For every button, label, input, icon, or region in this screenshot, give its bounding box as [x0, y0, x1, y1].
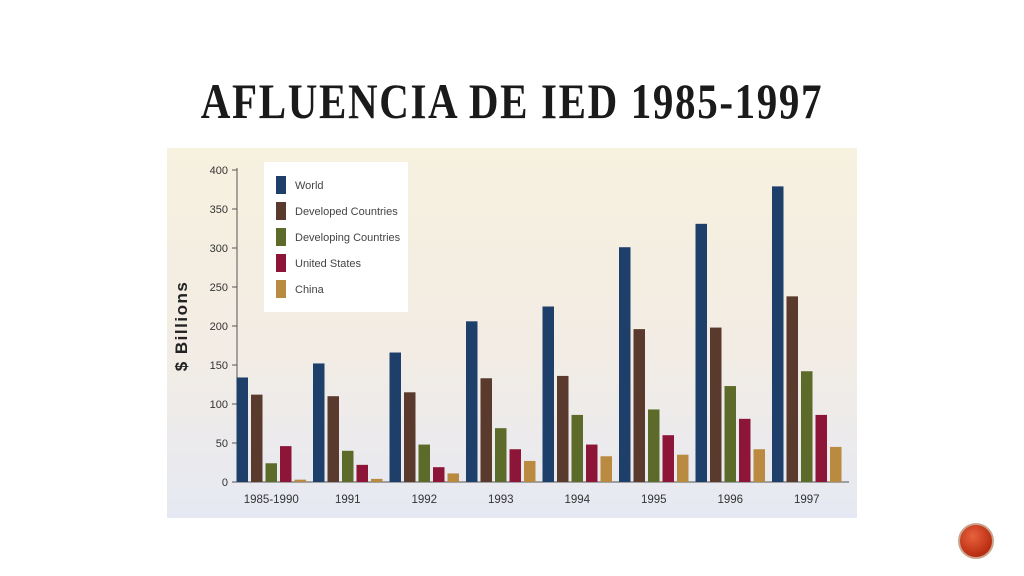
x-tick-label: 1991: [335, 494, 361, 506]
bar-developed-countries-1994: [557, 375, 569, 482]
bar-china-1996: [753, 449, 765, 482]
legend-entry-label: World: [295, 180, 324, 192]
bar-developed-countries-1991: [327, 396, 339, 482]
bar-world-1991: [313, 363, 325, 482]
bars: [236, 186, 842, 482]
legend-swatch: [276, 280, 286, 298]
x-tick-label: 1997: [794, 494, 820, 506]
bar-world-1985-1990: [236, 377, 248, 482]
bar-china-1994: [600, 456, 612, 482]
bar-world-1997: [772, 186, 784, 482]
x-tick-label: 1985-1990: [244, 494, 299, 506]
bar-china-1997: [830, 446, 842, 482]
y-tick-label: 0: [222, 477, 228, 489]
bar-china-1985-1990: [294, 479, 306, 482]
chart-canvas: 0 50 100 150 200 250 300 350 400 $ Billions 1985-1…: [172, 162, 849, 506]
bar-united-states-1994: [586, 444, 598, 482]
y-tick-label: 200: [210, 321, 228, 333]
bar-world-1994: [542, 306, 554, 482]
bar-developing-countries-1993: [495, 428, 507, 482]
bar-world-1995: [619, 247, 631, 482]
x-tick-label: 1992: [411, 494, 437, 506]
bar-united-states-1993: [509, 449, 521, 482]
bar-developing-countries-1991: [342, 450, 354, 482]
bar-united-states-1991: [356, 464, 368, 482]
bar-world-1992: [389, 352, 401, 482]
bar-developing-countries-1985-1990: [265, 463, 277, 482]
bar-developing-countries-1996: [724, 386, 736, 482]
legend-box: [264, 162, 408, 312]
bar-developing-countries-1997: [801, 371, 813, 482]
bar-world-1996: [695, 223, 707, 482]
legend-swatch: [276, 202, 286, 220]
x-tick-label: 1993: [488, 494, 514, 506]
legend-entry-label: China: [295, 284, 325, 296]
legend: World Developed Countries Developing Count…: [264, 162, 408, 312]
legend-entry-label: United States: [295, 258, 362, 270]
y-tick-label: 350: [210, 204, 228, 216]
y-axis-label: $ Billions: [172, 281, 191, 372]
bar-developing-countries-1992: [418, 444, 430, 482]
bar-united-states-1995: [662, 435, 674, 482]
y-tick-label: 100: [210, 399, 228, 411]
bar-developed-countries-1995: [633, 329, 645, 482]
bar-united-states-1992: [433, 467, 445, 482]
x-tick-label: 1995: [641, 494, 667, 506]
bar-united-states-1996: [739, 418, 751, 482]
bar-developed-countries-1992: [404, 392, 416, 482]
bar-developing-countries-1994: [571, 414, 583, 482]
slide-title: AFLUENCIA DE IED 1985-1997: [200, 73, 824, 129]
legend-swatch: [276, 254, 286, 272]
x-tick-label: 1996: [717, 494, 743, 506]
y-tick-label: 400: [210, 165, 228, 177]
bar-developing-countries-1995: [648, 409, 660, 482]
bar-china-1992: [447, 473, 459, 482]
y-tick-label: 50: [216, 438, 228, 450]
legend-entry-label: Developing Countries: [295, 232, 401, 244]
bar-china-1995: [677, 454, 689, 482]
bar-developed-countries-1993: [480, 378, 492, 482]
y-tick-label: 300: [210, 243, 228, 255]
bar-developed-countries-1997: [786, 296, 798, 482]
bar-united-states-1997: [815, 414, 827, 482]
bar-china-1991: [371, 478, 383, 482]
bar-world-1993: [466, 321, 478, 482]
x-tick-label: 1994: [564, 494, 590, 506]
legend-entry-label: Developed Countries: [295, 206, 398, 218]
legend-swatch: [276, 228, 286, 246]
slide-number-badge: [958, 523, 994, 559]
bar-china-1993: [524, 460, 536, 482]
bar-chart: 0 50 100 150 200 250 300 350 400 $ Billions 1985-1…: [167, 148, 857, 518]
bar-united-states-1985-1990: [280, 446, 292, 482]
bar-developed-countries-1985-1990: [251, 394, 263, 482]
legend-swatch: [276, 176, 286, 194]
bar-developed-countries-1996: [710, 327, 722, 482]
y-tick-label: 250: [210, 282, 228, 294]
y-tick-label: 150: [210, 360, 228, 372]
